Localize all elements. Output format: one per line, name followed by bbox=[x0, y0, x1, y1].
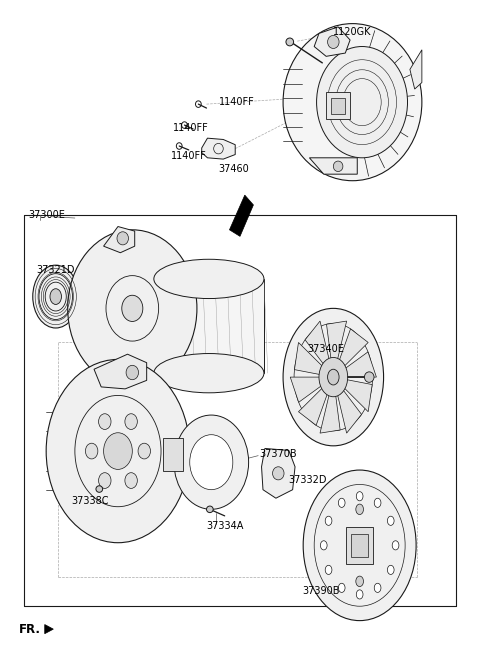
Ellipse shape bbox=[286, 38, 294, 46]
Polygon shape bbox=[338, 329, 368, 367]
Polygon shape bbox=[294, 342, 324, 375]
Ellipse shape bbox=[126, 365, 139, 380]
Polygon shape bbox=[310, 158, 357, 174]
Text: 1120GK: 1120GK bbox=[333, 27, 372, 37]
Polygon shape bbox=[343, 379, 372, 412]
Ellipse shape bbox=[98, 473, 111, 489]
Ellipse shape bbox=[319, 358, 348, 397]
Ellipse shape bbox=[327, 369, 339, 385]
Ellipse shape bbox=[104, 433, 132, 470]
Ellipse shape bbox=[273, 467, 284, 480]
Polygon shape bbox=[154, 279, 264, 373]
Ellipse shape bbox=[321, 541, 327, 550]
Polygon shape bbox=[45, 625, 53, 634]
Ellipse shape bbox=[50, 289, 61, 304]
Text: 37390B: 37390B bbox=[302, 586, 340, 596]
Polygon shape bbox=[326, 321, 347, 361]
Bar bbox=[351, 533, 368, 557]
Polygon shape bbox=[202, 138, 235, 159]
Ellipse shape bbox=[68, 230, 197, 387]
Ellipse shape bbox=[333, 161, 343, 172]
Ellipse shape bbox=[122, 295, 143, 321]
Ellipse shape bbox=[303, 470, 416, 621]
Ellipse shape bbox=[338, 498, 345, 507]
Ellipse shape bbox=[125, 414, 137, 430]
Ellipse shape bbox=[356, 491, 363, 501]
Polygon shape bbox=[262, 449, 295, 498]
Text: 37338C: 37338C bbox=[72, 497, 109, 506]
Bar bbox=[346, 527, 373, 564]
Bar bbox=[163, 438, 182, 471]
Ellipse shape bbox=[327, 35, 339, 49]
Text: 37370B: 37370B bbox=[259, 449, 297, 459]
Ellipse shape bbox=[283, 308, 384, 446]
Ellipse shape bbox=[338, 583, 345, 592]
Polygon shape bbox=[290, 377, 323, 402]
Polygon shape bbox=[94, 354, 147, 389]
Text: 1140FF: 1140FF bbox=[218, 97, 254, 107]
Polygon shape bbox=[229, 195, 253, 236]
Ellipse shape bbox=[96, 485, 103, 492]
Ellipse shape bbox=[392, 541, 399, 550]
Ellipse shape bbox=[206, 506, 213, 512]
Ellipse shape bbox=[117, 232, 129, 245]
Ellipse shape bbox=[85, 443, 98, 459]
Bar bbox=[331, 98, 345, 114]
Ellipse shape bbox=[154, 354, 264, 393]
Text: FR.: FR. bbox=[19, 623, 41, 636]
Bar bbox=[326, 92, 350, 119]
Polygon shape bbox=[337, 388, 361, 433]
Ellipse shape bbox=[374, 498, 381, 507]
Ellipse shape bbox=[33, 265, 79, 328]
Polygon shape bbox=[320, 393, 340, 433]
Ellipse shape bbox=[387, 565, 394, 575]
Text: 37300E: 37300E bbox=[28, 211, 65, 220]
Ellipse shape bbox=[364, 372, 374, 382]
Polygon shape bbox=[410, 50, 422, 89]
Ellipse shape bbox=[98, 414, 111, 430]
Polygon shape bbox=[344, 352, 376, 377]
Ellipse shape bbox=[387, 516, 394, 525]
Ellipse shape bbox=[283, 24, 422, 180]
Ellipse shape bbox=[356, 576, 363, 586]
Text: 37332D: 37332D bbox=[288, 475, 326, 485]
Polygon shape bbox=[299, 387, 328, 425]
Polygon shape bbox=[305, 321, 330, 366]
Text: 37460: 37460 bbox=[218, 164, 249, 174]
Ellipse shape bbox=[356, 504, 363, 514]
Text: 37334A: 37334A bbox=[206, 521, 244, 531]
Ellipse shape bbox=[190, 435, 233, 489]
Ellipse shape bbox=[138, 443, 151, 459]
Ellipse shape bbox=[174, 415, 249, 509]
Polygon shape bbox=[104, 226, 135, 253]
Polygon shape bbox=[314, 27, 350, 56]
Text: 1140FF: 1140FF bbox=[170, 152, 206, 161]
Ellipse shape bbox=[325, 565, 332, 575]
Text: 1140FF: 1140FF bbox=[173, 123, 209, 133]
Ellipse shape bbox=[317, 47, 408, 158]
Text: 37321D: 37321D bbox=[36, 266, 75, 276]
Ellipse shape bbox=[46, 359, 190, 543]
Ellipse shape bbox=[356, 590, 363, 599]
Ellipse shape bbox=[125, 473, 137, 489]
Ellipse shape bbox=[325, 516, 332, 525]
Ellipse shape bbox=[154, 259, 264, 298]
Text: 37340E: 37340E bbox=[307, 344, 344, 354]
Ellipse shape bbox=[374, 583, 381, 592]
